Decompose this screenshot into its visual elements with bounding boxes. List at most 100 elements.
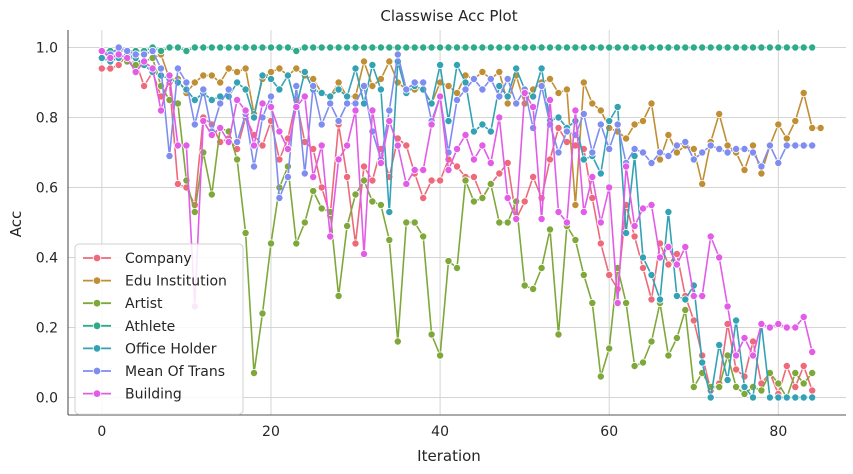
data-point-artist [343,221,352,230]
data-point-building [639,204,648,213]
data-point-company [106,64,115,73]
data-point-artist [410,218,419,227]
data-point-company [529,172,538,181]
data-point-mean-of-trans [732,144,741,153]
data-point-edu-institution [334,78,343,87]
data-point-building [749,351,758,360]
data-point-athlete [596,43,605,52]
data-point-athlete [393,43,402,52]
data-point-building [630,221,639,230]
data-point-office-holder [740,382,749,391]
data-point-mean-of-trans [579,110,588,119]
data-point-office-holder [529,92,538,101]
data-point-office-holder [351,64,360,73]
data-point-building [393,141,402,150]
data-point-athlete [233,43,242,52]
data-point-mean-of-trans [765,141,774,150]
data-point-athlete [537,43,546,52]
data-point-mean-of-trans [664,151,673,160]
data-point-athlete [681,43,690,52]
data-point-building [706,232,715,241]
data-point-mean-of-trans [681,137,690,146]
data-point-building [427,120,436,129]
data-point-mean-of-trans [410,78,419,87]
data-point-building [757,319,766,328]
data-point-building [647,200,656,209]
data-point-mean-of-trans [689,155,698,164]
legend-marker-building [92,389,102,398]
data-point-artist [351,190,360,199]
legend-label-edu-institution: Edu Institution [125,274,227,290]
data-point-edu-institution [740,165,749,174]
data-point-building [579,207,588,216]
data-point-office-holder [207,96,216,105]
data-point-edu-institution [478,68,487,77]
data-point-mean-of-trans [478,85,487,94]
data-point-building [436,92,445,101]
data-point-building [605,183,614,192]
data-point-edu-institution [309,75,318,84]
data-point-office-holder [452,61,461,70]
data-point-artist [664,351,673,360]
data-point-building [562,218,571,227]
data-point-mean-of-trans [199,85,208,94]
data-point-mean-of-trans [630,144,639,153]
data-point-company [419,193,428,202]
data-point-mean-of-trans [359,82,368,91]
data-point-office-holder [537,64,546,73]
data-point-building [461,130,470,139]
data-point-edu-institution [664,130,673,139]
data-point-artist [512,197,521,206]
data-point-office-holder [681,295,690,304]
data-point-mean-of-trans [249,162,258,171]
data-point-edu-institution [385,57,394,66]
data-point-artist [740,389,749,398]
data-point-edu-institution [715,110,724,119]
data-point-athlete [182,47,191,56]
data-point-mean-of-trans [385,106,394,115]
data-point-mean-of-trans [283,172,292,181]
data-point-mean-of-trans [393,50,402,59]
data-point-building [537,214,546,223]
data-point-athlete [588,43,597,52]
data-point-office-holder [317,89,326,98]
data-point-mean-of-trans [537,82,546,91]
data-point-artist [292,239,301,248]
data-point-company [114,61,123,70]
data-point-artist [258,309,267,318]
data-point-building [283,144,292,153]
data-point-athlete [706,43,715,52]
data-point-office-holder [605,117,614,126]
data-point-edu-institution [749,141,758,150]
data-point-mean-of-trans [782,141,791,150]
data-point-building [199,117,208,126]
data-point-building [275,127,284,136]
data-point-athlete [249,43,258,52]
data-point-building [156,106,165,115]
data-point-mean-of-trans [402,85,411,94]
data-point-office-holder [723,375,732,384]
data-point-edu-institution [588,99,597,108]
data-point-artist [190,207,199,216]
data-point-office-holder [782,393,791,402]
data-point-office-holder [495,82,504,91]
data-point-athlete [343,43,352,52]
data-point-mean-of-trans [148,47,157,56]
data-point-athlete [165,43,174,52]
data-point-athlete [782,43,791,52]
data-point-company [588,193,597,202]
data-point-mean-of-trans [216,99,225,108]
data-point-mean-of-trans [266,92,275,101]
data-point-artist [241,228,250,237]
data-point-office-holder [486,127,495,136]
data-point-building [588,172,597,181]
data-point-building [317,141,326,150]
data-point-edu-institution [275,64,284,73]
data-point-athlete [309,43,318,52]
y-tick-label: 0.8 [36,111,58,127]
data-point-company [732,365,741,374]
data-point-edu-institution [596,106,605,115]
data-point-building [782,323,791,332]
data-point-artist [266,239,275,248]
series-edu-institution [97,50,825,209]
